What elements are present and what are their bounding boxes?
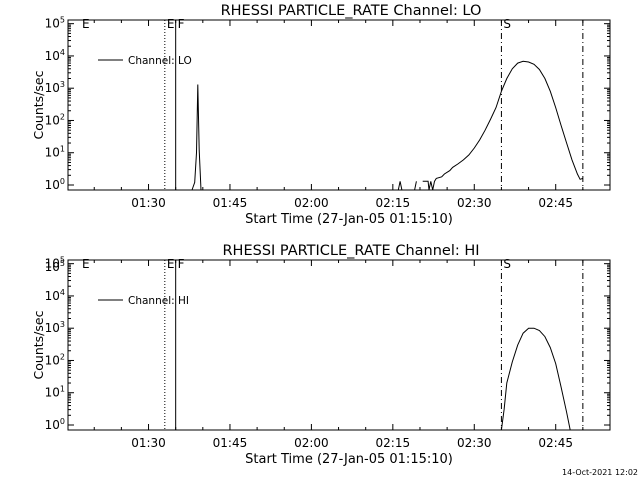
hi-y-tick-label: 102: [45, 352, 65, 367]
lo-y-tick-label-exp: 0: [60, 177, 65, 186]
hi-y-tick-label-base: 10: [45, 353, 60, 367]
hi-y-tick-label-exp: 5: [60, 256, 65, 265]
hi-event-marker-label: F: [178, 257, 185, 271]
lo-x-tick-label: 02:30: [457, 196, 492, 210]
lo-y-tick-label-exp: 4: [60, 48, 65, 57]
lo-y-tick-label-exp: 5: [60, 16, 65, 25]
hi-x-tick-label: 02:15: [376, 436, 411, 450]
lo-y-tick-label: 103: [45, 80, 65, 95]
hi-x-tick-label: 02:00: [294, 436, 329, 450]
lo-series-line: [422, 60, 584, 191]
hi-y-axis-label: Counts/sec: [31, 310, 46, 379]
lo-legend-label: Channel: LO: [128, 55, 192, 67]
hi-y-tick-label-exp: 0: [60, 417, 65, 426]
hi-y-tick-label-base: 10: [45, 257, 60, 271]
hi-x-tick-label: 01:30: [131, 436, 166, 450]
hi-y-tick-label: 101: [45, 385, 65, 400]
hi-x-tick-label: 02:30: [457, 436, 492, 450]
lo-x-tick-label: 01:30: [131, 196, 166, 210]
lo-y-tick-label-base: 10: [45, 17, 60, 31]
hi-event-marker-label: E: [167, 257, 175, 271]
hi-y-tick-label-base: 10: [45, 321, 60, 335]
hi-edge-marker-label: E: [82, 257, 90, 271]
hi-y-tick-label: 100: [45, 417, 65, 432]
lo-series-line: [397, 181, 403, 191]
hi-y-tick-label-base: 10: [45, 386, 60, 400]
hi-x-tick-label: 02:45: [538, 436, 573, 450]
hi-y-tick-label: 104: [45, 288, 65, 303]
lo-y-tick-label-base: 10: [45, 178, 60, 192]
lo-y-tick-label-base: 10: [45, 81, 60, 95]
lo-y-tick-label-exp: 3: [60, 80, 65, 89]
hi-y-tick-label-exp: 1: [60, 385, 65, 394]
lo-x-axis-label: Start Time (27-Jan-05 01:15:10): [245, 212, 453, 227]
hi-y-tick-label-exp: 3: [60, 320, 65, 329]
lo-y-tick-label: 102: [45, 112, 65, 127]
hi-y-tick-label-exp: 2: [60, 352, 65, 361]
lo-event-marker-label: S: [503, 17, 511, 31]
hi-chart-title: RHESSI PARTICLE_RATE Channel: HI: [222, 243, 479, 259]
hi-event-marker-label: S: [503, 257, 511, 271]
hi-legend-label: Channel: HI: [128, 295, 189, 307]
hi-y-tick-label: 103: [45, 320, 65, 335]
lo-series-line: [414, 181, 417, 191]
hi-y-tick-label-base: 10: [45, 289, 60, 303]
lo-x-tick-label: 02:15: [376, 196, 411, 210]
lo-chart-title: RHESSI PARTICLE_RATE Channel: LO: [221, 3, 482, 19]
hi-y-tick-label: 105: [45, 259, 65, 274]
lo-y-tick-label: 105: [45, 16, 65, 31]
hi-x-tick-label: 01:45: [213, 436, 248, 450]
lo-y-tick-label: 101: [45, 145, 65, 160]
lo-y-tick-label-exp: 2: [60, 112, 65, 121]
lo-y-tick-label-base: 10: [45, 49, 60, 63]
hi-y-tick-label-exp: 5: [60, 259, 65, 268]
lo-y-tick-label-base: 10: [45, 113, 60, 127]
lo-series-line: [191, 84, 202, 191]
lo-x-tick-label: 01:45: [213, 196, 248, 210]
hi-series-line: [500, 327, 571, 431]
hi-plot-frame: [67, 259, 611, 431]
hi-y-tick-label: 105: [45, 256, 65, 271]
lo-y-tick-label: 100: [45, 177, 65, 192]
hi-y-tick-label-base: 10: [45, 418, 60, 432]
footer-timestamp: 14-Oct-2021 12:02: [562, 468, 638, 477]
hi-y-tick-label-base: 10: [45, 260, 60, 274]
lo-edge-marker-label: E: [82, 17, 90, 31]
lo-y-axis-label: Counts/sec: [31, 70, 46, 139]
lo-event-marker-label: F: [178, 17, 185, 31]
lo-y-tick-label-exp: 1: [60, 145, 65, 154]
lo-y-tick-label-base: 10: [45, 146, 60, 160]
hi-x-axis-label: Start Time (27-Jan-05 01:15:10): [245, 452, 453, 467]
lo-plot-frame: [67, 19, 611, 191]
lo-x-tick-label: 02:00: [294, 196, 329, 210]
lo-x-tick-label: 02:45: [538, 196, 573, 210]
hi-y-tick-label-exp: 4: [60, 288, 65, 297]
lo-y-tick-label: 104: [45, 48, 65, 63]
lo-event-marker-label: E: [167, 17, 175, 31]
